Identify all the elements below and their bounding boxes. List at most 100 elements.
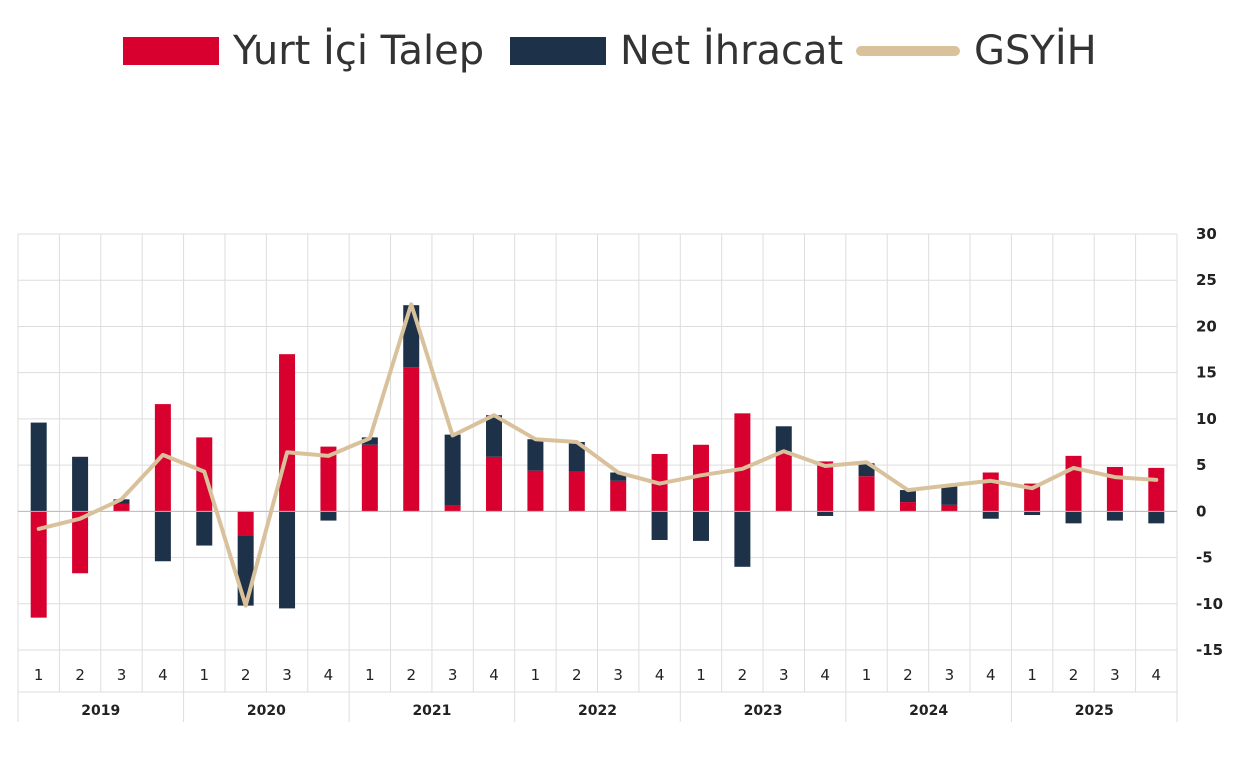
quarter-label: 2	[75, 666, 85, 684]
quarter-label: 4	[324, 666, 334, 684]
bar-domestic-demand	[817, 461, 834, 512]
bar-domestic-demand	[1024, 483, 1041, 512]
bar-net-exports	[486, 415, 503, 457]
quarter-label: 1	[1027, 666, 1037, 684]
grid	[17, 233, 1178, 722]
quarter-label: 3	[945, 666, 955, 684]
bar-domestic-demand	[237, 511, 254, 536]
quarter-label: 2	[572, 666, 582, 684]
gdp-line	[36, 302, 1159, 608]
bar-domestic-demand	[610, 480, 627, 512]
quarter-label: 3	[779, 666, 789, 684]
bar-domestic-demand	[692, 444, 709, 512]
y-tick-label: -10	[1196, 595, 1223, 613]
year-label: 2024	[909, 703, 948, 719]
year-label: 2019	[81, 703, 120, 719]
bar-domestic-demand	[1106, 466, 1123, 512]
bar-net-exports	[610, 472, 627, 481]
year-label: 2020	[247, 703, 286, 719]
quarter-label: 2	[1069, 666, 1079, 684]
legend-label-domestic-demand: Yurt İçi Talep	[233, 28, 485, 74]
year-label: 2022	[578, 703, 617, 719]
bar-domestic-demand	[30, 511, 47, 618]
bar-net-exports	[527, 439, 544, 471]
quarter-label: 1	[531, 666, 541, 684]
quarter-label: 3	[282, 666, 292, 684]
quarter-label: 2	[241, 666, 251, 684]
bar-domestic-demand	[899, 502, 916, 512]
bar-net-exports	[444, 434, 461, 506]
bar-domestic-demand	[982, 472, 999, 512]
bar-domestic-demand	[734, 413, 751, 512]
bar-net-exports	[568, 442, 585, 472]
bar-net-exports	[1065, 511, 1082, 524]
y-tick-label: 25	[1196, 271, 1217, 289]
bar-net-exports	[941, 485, 958, 505]
year-label: 2025	[1075, 703, 1114, 719]
legend-label-net-exports: Net İhracat	[620, 28, 844, 74]
chart-legend: Yurt İçi Talep Net İhracat GSYİH	[0, 22, 1246, 80]
quarter-label: 1	[696, 666, 706, 684]
bar-domestic-demand	[403, 367, 420, 512]
bar-domestic-demand	[568, 471, 585, 512]
legend-swatch-domestic-demand	[123, 37, 219, 65]
y-tick-label: 10	[1196, 410, 1217, 428]
year-label: 2021	[412, 703, 451, 719]
bar-domestic-demand	[361, 444, 378, 512]
quarter-label: 4	[986, 666, 996, 684]
bar-domestic-demand	[444, 505, 461, 512]
bar-net-exports	[154, 511, 171, 562]
bar-net-exports	[72, 456, 89, 512]
bar-net-exports	[30, 422, 47, 512]
legend-item-domestic-demand: Yurt İçi Talep	[123, 22, 484, 80]
quarter-label: 4	[655, 666, 665, 684]
year-label: 2023	[744, 703, 783, 719]
bar-net-exports	[237, 535, 254, 606]
quarter-label: 1	[862, 666, 872, 684]
quarter-label: 2	[903, 666, 913, 684]
legend-item-net-exports: Net İhracat	[510, 22, 843, 80]
bar-domestic-demand	[527, 470, 544, 512]
bar-domestic-demand	[1065, 455, 1082, 512]
bar-domestic-demand	[72, 511, 89, 574]
legend-item-gdp: GSYİH	[856, 22, 1097, 80]
bar-domestic-demand	[320, 446, 337, 512]
bar-net-exports	[113, 499, 130, 504]
bar-net-exports	[982, 511, 999, 519]
bar-net-exports	[1024, 511, 1041, 516]
legend-swatch-gdp	[856, 46, 960, 56]
bar-net-exports	[775, 426, 792, 455]
bar-net-exports	[692, 511, 709, 541]
bar-domestic-demand	[775, 454, 792, 512]
quarter-label: 1	[365, 666, 375, 684]
quarter-label: 3	[613, 666, 623, 684]
y-tick-label: -5	[1196, 549, 1213, 567]
quarter-label: 1	[34, 666, 44, 684]
quarter-label: 2	[738, 666, 748, 684]
bar-domestic-demand	[1148, 467, 1165, 512]
y-tick-label: 15	[1196, 364, 1217, 382]
bar-net-exports	[196, 511, 213, 546]
bar-domestic-demand	[113, 503, 130, 512]
quarter-label: 3	[117, 666, 127, 684]
gdp-series-line	[36, 302, 1159, 608]
bar-net-exports	[279, 511, 296, 609]
quarter-label: 4	[1152, 666, 1162, 684]
bar-net-exports	[1148, 511, 1165, 524]
bar-net-exports	[817, 511, 834, 516]
y-tick-label: 30	[1196, 225, 1217, 243]
y-tick-label: 5	[1196, 456, 1206, 474]
bar-net-exports	[899, 490, 916, 503]
quarter-label: 3	[1110, 666, 1120, 684]
quarter-label: 4	[489, 666, 499, 684]
bar-domestic-demand	[486, 456, 503, 512]
axes: 30 25 20 15 10 5 0 -5 -10 -15 1 2 3 4 1 2 3 4 1 2 3 4 1 2 3 4 1 2 3 4…	[34, 225, 1223, 719]
bar-domestic-demand	[941, 504, 958, 512]
bar-net-exports	[361, 437, 378, 445]
bar-net-exports	[320, 511, 337, 521]
legend-label-gdp: GSYİH	[974, 28, 1097, 74]
legend-swatch-net-exports	[510, 37, 606, 65]
bar-domestic-demand	[279, 354, 296, 512]
quarter-label: 1	[199, 666, 209, 684]
